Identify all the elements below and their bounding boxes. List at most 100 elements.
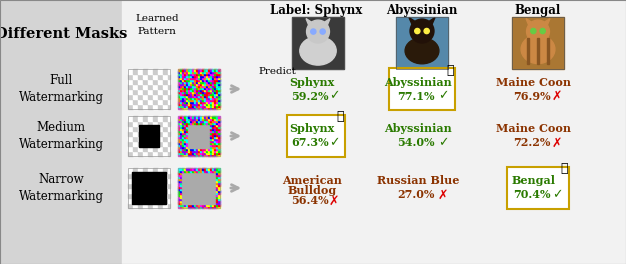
Bar — [138, 84, 143, 89]
Bar — [194, 73, 196, 75]
Bar — [196, 188, 198, 190]
Bar — [186, 83, 188, 85]
Bar — [190, 77, 192, 79]
Bar — [204, 206, 206, 208]
Bar — [182, 95, 184, 97]
Bar — [180, 196, 182, 198]
Bar — [184, 200, 186, 202]
Bar — [208, 85, 210, 87]
Bar — [184, 196, 186, 198]
Bar — [182, 128, 184, 130]
Bar — [148, 168, 153, 173]
Bar — [180, 192, 182, 194]
Bar — [210, 204, 212, 206]
Bar — [218, 138, 220, 140]
Bar — [194, 116, 196, 118]
Bar — [186, 170, 188, 172]
Bar — [188, 77, 190, 79]
Bar — [212, 130, 214, 132]
Bar — [208, 73, 210, 75]
Bar — [212, 87, 214, 89]
Bar — [200, 180, 202, 182]
Bar — [168, 198, 170, 203]
Bar — [178, 83, 180, 85]
Bar — [184, 140, 186, 142]
Bar — [198, 122, 200, 124]
Bar — [182, 174, 184, 176]
Bar — [204, 116, 206, 118]
Bar — [206, 75, 208, 77]
Bar — [206, 194, 208, 196]
Bar — [204, 144, 206, 146]
Bar — [190, 120, 192, 122]
Bar — [212, 75, 214, 77]
Bar — [214, 134, 216, 136]
Bar — [182, 150, 184, 152]
Bar — [200, 170, 202, 172]
Bar — [128, 178, 133, 183]
Text: Narrow
Watermarking: Narrow Watermarking — [19, 173, 103, 203]
Bar — [138, 89, 143, 94]
Bar — [198, 132, 200, 134]
Bar — [216, 144, 218, 146]
Bar — [153, 136, 158, 141]
Bar — [202, 178, 204, 180]
Bar — [204, 200, 206, 202]
Bar — [396, 17, 448, 69]
Bar — [208, 107, 210, 109]
Bar — [214, 144, 216, 146]
Bar — [148, 94, 153, 99]
Bar — [214, 77, 216, 79]
Bar — [186, 132, 188, 134]
Bar — [212, 132, 214, 134]
Bar — [210, 107, 212, 109]
Bar — [184, 81, 186, 83]
Bar — [214, 146, 216, 148]
Bar — [208, 144, 210, 146]
Text: 👍: 👍 — [560, 163, 568, 176]
Bar — [204, 95, 206, 97]
Bar — [163, 104, 168, 109]
Bar — [218, 75, 220, 77]
Bar — [190, 144, 192, 146]
Bar — [202, 182, 204, 184]
Bar — [138, 141, 143, 146]
Bar — [190, 99, 192, 101]
Bar — [178, 142, 180, 144]
Bar — [218, 200, 220, 202]
Bar — [182, 206, 184, 208]
Bar — [194, 178, 196, 180]
Bar — [194, 134, 196, 136]
Bar — [186, 186, 188, 188]
Bar — [180, 184, 182, 186]
Bar — [192, 138, 194, 140]
Bar — [186, 79, 188, 81]
Bar — [210, 81, 212, 83]
Bar — [214, 101, 216, 103]
Bar — [143, 203, 148, 208]
Bar — [200, 95, 202, 97]
Bar — [214, 93, 216, 95]
Bar — [178, 200, 180, 202]
Bar — [138, 94, 143, 99]
Bar — [204, 122, 206, 124]
Bar — [218, 142, 220, 144]
Bar — [204, 198, 206, 200]
Bar — [180, 148, 182, 150]
Bar — [214, 103, 216, 105]
Bar — [182, 103, 184, 105]
Bar — [214, 206, 216, 208]
Bar — [186, 91, 188, 93]
Bar — [186, 154, 188, 156]
Bar — [192, 146, 194, 148]
Bar — [204, 194, 206, 196]
Bar — [184, 168, 186, 170]
Bar — [188, 130, 190, 132]
Bar — [216, 69, 218, 71]
Bar — [196, 152, 198, 154]
Bar — [204, 128, 206, 130]
Bar — [168, 203, 170, 208]
Bar — [184, 174, 186, 176]
Bar — [153, 173, 158, 178]
Bar — [188, 103, 190, 105]
